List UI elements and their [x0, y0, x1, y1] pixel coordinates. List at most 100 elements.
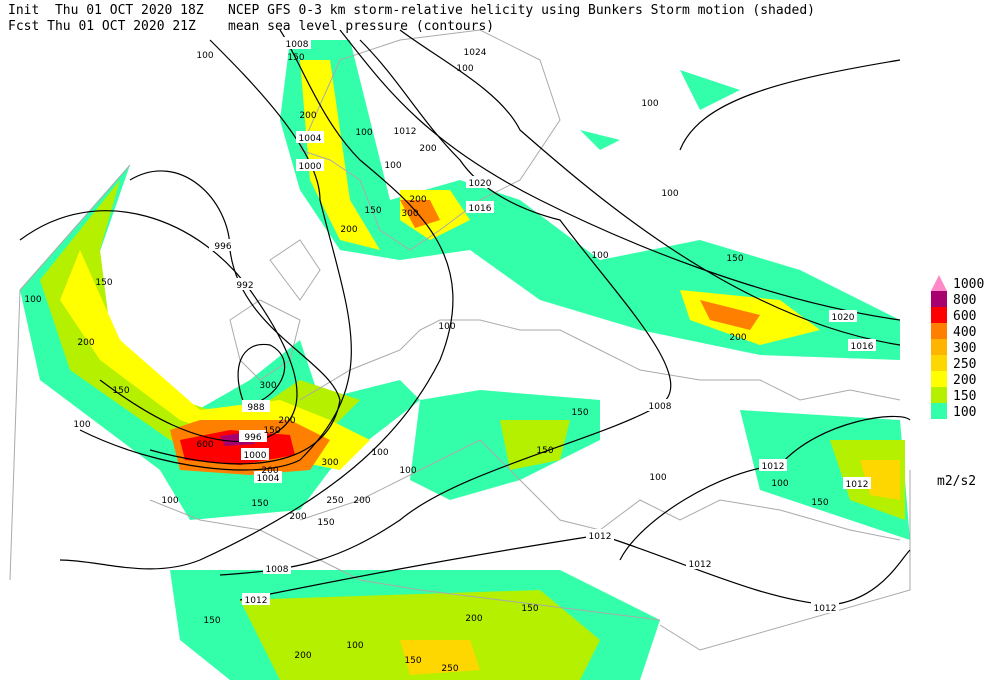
isobar-label-bg: [254, 471, 282, 483]
shade-label: 200: [77, 338, 94, 348]
isobar-label-bg: [686, 557, 714, 569]
isobar-label-bg: [239, 430, 267, 442]
isobar-label: 1012: [689, 560, 712, 570]
shade-label: 200: [294, 651, 311, 661]
shade-label: 200: [353, 496, 370, 506]
shade-250: [400, 460, 900, 675]
shade-label: 150: [95, 278, 112, 288]
isobar-label: 1004: [257, 474, 280, 484]
isobar-label-bg: [759, 459, 787, 471]
isobar-label-bg: [811, 601, 839, 613]
legend-label: 600: [953, 309, 976, 324]
shade-label: 200: [261, 466, 278, 476]
isobar-label-bg: [829, 310, 857, 322]
shade-label: 200: [729, 333, 746, 343]
legend-swatch: [931, 275, 947, 291]
shade-150: [40, 180, 360, 470]
shade-label: 150: [726, 254, 743, 264]
shade-label: 300: [401, 209, 418, 219]
shade-label: 100: [649, 473, 666, 483]
shade-label: 150: [364, 206, 381, 216]
isobar-label: 1012: [846, 480, 869, 490]
shade-label: 150: [112, 386, 129, 396]
shade-label: 150: [811, 498, 828, 508]
isobar-label-bg: [391, 124, 419, 136]
isobar-label: 1016: [851, 342, 874, 352]
shade-label: 200: [419, 144, 436, 154]
isobar: [59, 29, 454, 570]
isobar-label: 1008: [266, 565, 289, 575]
coastline: [149, 499, 661, 621]
isobar-label-bg: [586, 529, 614, 541]
shade-400: [400, 200, 760, 330]
labels: 1008 1024 1012 1004 1000 1020 1016 996 992 988 996…: [24, 37, 876, 674]
isobar-label: 1012: [245, 596, 268, 606]
shade-label: 100: [161, 496, 178, 506]
shade-label: 150: [251, 499, 268, 509]
isobar-label: 1004: [299, 134, 322, 144]
isobar-label: 1012: [814, 604, 837, 614]
shade-label: 150: [404, 656, 421, 666]
isobar-label-bg: [466, 176, 494, 188]
shade-label: 100: [371, 448, 388, 458]
shade-150: [240, 420, 905, 680]
shade-label: 100: [355, 128, 372, 138]
legend-unit: m2/s2: [937, 474, 976, 489]
shade-label: 100: [641, 99, 658, 109]
forecast-time: Fcst Thu 01 OCT 2020 21Z: [8, 19, 196, 34]
isobar-label: 1012: [394, 127, 417, 137]
shade-label: 200: [409, 195, 426, 205]
shade-label: 100: [346, 641, 363, 651]
shade-label: 200: [278, 416, 295, 426]
isobar-label-bg: [283, 37, 311, 49]
shade-label: 100: [771, 479, 788, 489]
shade-label: 200: [340, 225, 357, 235]
shade-100: [280, 40, 900, 360]
isobar: [129, 170, 341, 465]
isobar-label: 996: [214, 242, 231, 252]
shade-label: 100: [399, 466, 416, 476]
legend-swatch: [931, 291, 947, 307]
shade-label: 150: [263, 426, 280, 436]
legend-label: 100: [953, 405, 976, 420]
init-time: Init Thu 01 OCT 2020 18Z: [8, 3, 204, 18]
shade-label: 100: [591, 251, 608, 261]
coastline: [299, 29, 561, 251]
title: NCEP GFS 0-3 km storm-relative helicity …: [228, 3, 815, 18]
isobar-label-bg: [263, 562, 291, 574]
isobar-label: 1000: [244, 451, 267, 461]
isobar-label: 1024: [464, 48, 487, 58]
isobar-label: 988: [247, 403, 264, 413]
shade-label: 100: [384, 161, 401, 171]
shade-label: 300: [259, 381, 276, 391]
shade-label: 100: [73, 420, 90, 430]
isobar-label-bg: [646, 399, 674, 411]
legend-label: 800: [953, 293, 976, 308]
legend-label: 250: [953, 357, 976, 372]
legend-swatch: [931, 371, 947, 387]
isobar: [219, 39, 672, 576]
legend-label: 400: [953, 325, 976, 340]
shading: [20, 40, 910, 680]
isobar-label-bg: [241, 448, 269, 460]
isobar-label: 1000: [299, 162, 322, 172]
legend-swatch: [931, 339, 947, 355]
isobar-label: 996: [244, 433, 261, 443]
shade-label: 100: [456, 64, 473, 74]
isobar-label: 1008: [649, 402, 672, 412]
legend-swatch: [931, 307, 947, 323]
isobar-label-bg: [209, 239, 237, 251]
isobar-label: 992: [236, 281, 253, 291]
isobar-label: 1012: [762, 462, 785, 472]
shade-label: 100: [438, 322, 455, 332]
isobar-label: 1020: [469, 179, 492, 189]
legend-label: 1000: [953, 277, 984, 292]
isobar-label-bg: [242, 593, 270, 605]
shade-label: 200: [299, 111, 316, 121]
shade-label: 250: [326, 496, 343, 506]
shade-label: 100: [661, 189, 678, 199]
shade-100: [580, 70, 740, 150]
isobar-label: 1016: [469, 204, 492, 214]
isobar-label-bg: [296, 131, 324, 143]
